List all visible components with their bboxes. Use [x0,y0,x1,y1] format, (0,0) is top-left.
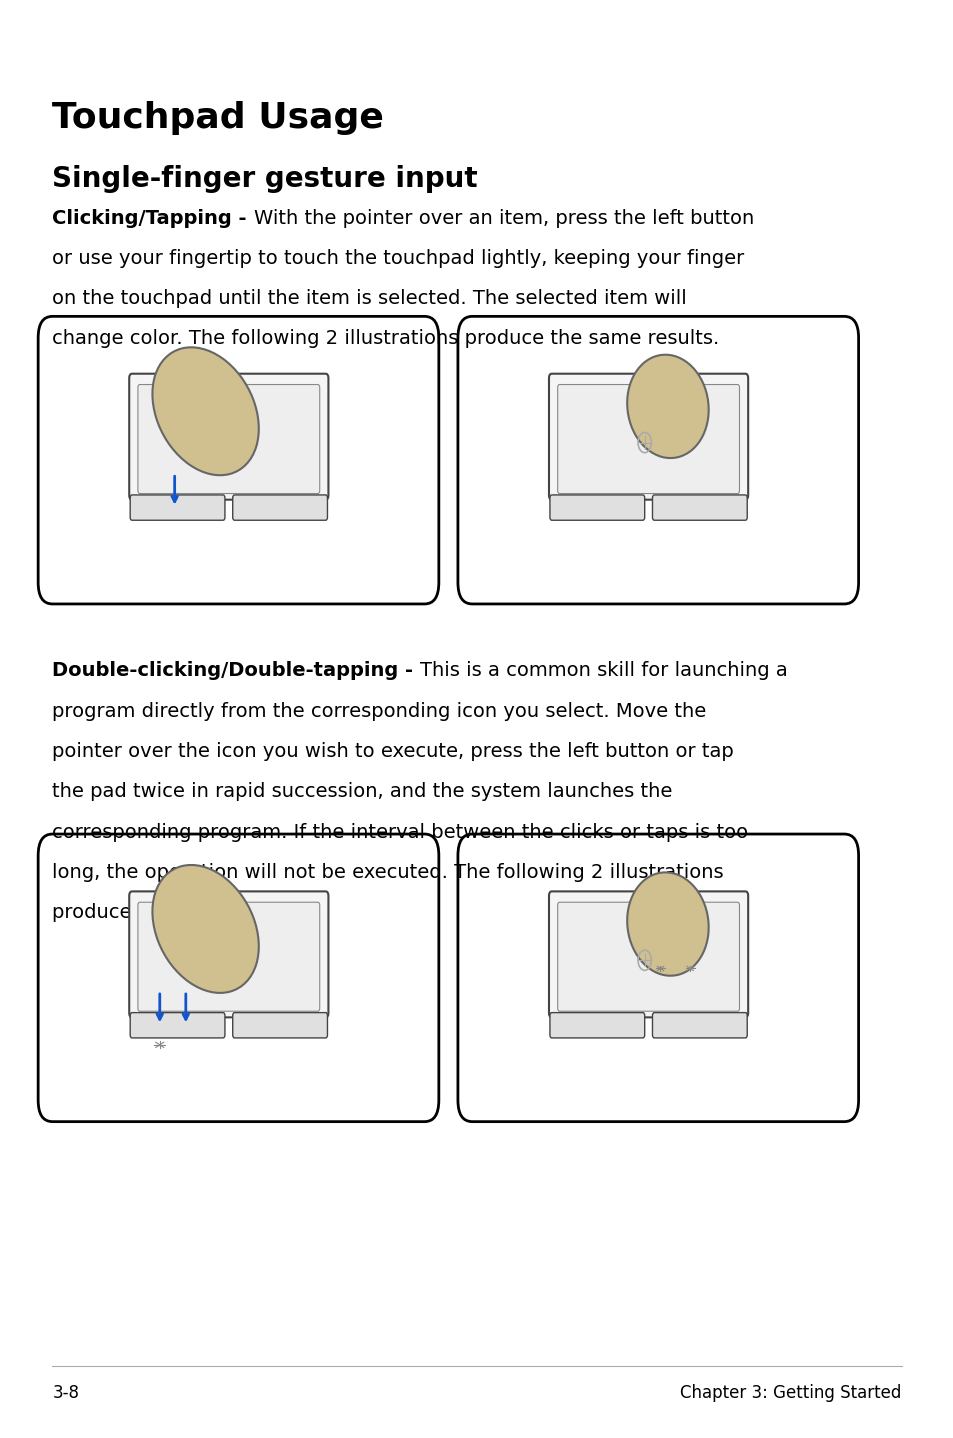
Text: Double-clicking/Double-tapping -: Double-clicking/Double-tapping - [52,661,419,680]
FancyBboxPatch shape [457,834,858,1122]
FancyBboxPatch shape [38,316,438,604]
Text: Touchpad Usage: Touchpad Usage [52,101,384,135]
Text: Single-finger gesture input: Single-finger gesture input [52,165,477,193]
FancyBboxPatch shape [129,892,328,1017]
Text: change color. The following 2 illustrations produce the same results.: change color. The following 2 illustrati… [52,329,719,348]
FancyBboxPatch shape [558,902,739,1011]
FancyBboxPatch shape [138,902,319,1011]
FancyBboxPatch shape [549,1012,644,1038]
FancyBboxPatch shape [233,495,327,521]
Text: Clicking/Tapping -: Clicking/Tapping - [52,209,253,227]
FancyBboxPatch shape [129,374,328,499]
Text: pointer over the icon you wish to execute, press the left button or tap: pointer over the icon you wish to execut… [52,742,734,761]
Ellipse shape [626,355,708,459]
Text: program directly from the corresponding icon you select. Move the: program directly from the corresponding … [52,702,706,720]
FancyBboxPatch shape [558,384,739,493]
Ellipse shape [626,873,708,976]
FancyBboxPatch shape [652,495,746,521]
Text: 3-8: 3-8 [52,1383,79,1402]
Text: produce the same results.: produce the same results. [52,903,307,922]
FancyBboxPatch shape [130,495,225,521]
Text: or use your fingertip to touch the touchpad lightly, keeping your finger: or use your fingertip to touch the touch… [52,249,744,267]
Text: This is a common skill for launching a: This is a common skill for launching a [419,661,787,680]
Text: Chapter 3: Getting Started: Chapter 3: Getting Started [679,1383,901,1402]
Text: corresponding program. If the interval between the clicks or taps is too: corresponding program. If the interval b… [52,823,748,841]
Text: long, the operation will not be executed. The following 2 illustrations: long, the operation will not be executed… [52,863,723,881]
FancyBboxPatch shape [130,1012,225,1038]
Text: the pad twice in rapid succession, and the system launches the: the pad twice in rapid succession, and t… [52,782,672,801]
FancyBboxPatch shape [549,495,644,521]
Ellipse shape [152,866,258,992]
Text: on the touchpad until the item is selected. The selected item will: on the touchpad until the item is select… [52,289,686,308]
FancyBboxPatch shape [652,1012,746,1038]
Ellipse shape [152,348,258,475]
Text: With the pointer over an item, press the left button: With the pointer over an item, press the… [253,209,753,227]
FancyBboxPatch shape [38,834,438,1122]
FancyBboxPatch shape [457,316,858,604]
FancyBboxPatch shape [548,374,747,499]
FancyBboxPatch shape [548,892,747,1017]
FancyBboxPatch shape [138,384,319,493]
FancyBboxPatch shape [233,1012,327,1038]
